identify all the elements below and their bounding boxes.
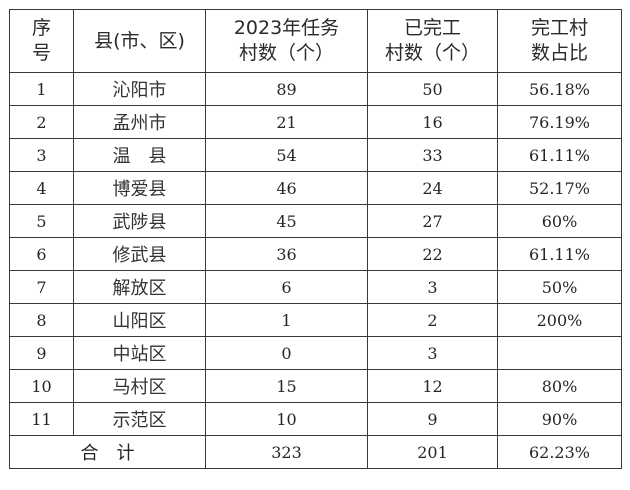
table-row: 5 武陟县 45 27 60%	[9, 204, 622, 238]
cell-county: 中站区	[73, 336, 206, 370]
cell-seq: 8	[9, 303, 74, 337]
cell-county: 沁阳市	[73, 72, 206, 106]
cell-ratio: 61.11%	[497, 237, 622, 271]
total-ratio: 62.23%	[497, 435, 622, 469]
cell-done: 27	[367, 204, 498, 238]
cell-ratio	[497, 336, 622, 370]
table-row: 2 孟州市 21 16 76.19%	[9, 105, 622, 139]
header-seq-line1: 序	[31, 17, 51, 39]
header-ratio-line2: 数占比	[530, 42, 588, 64]
cell-done: 9	[367, 402, 498, 436]
header-done-line2: 村数（个）	[384, 42, 480, 64]
header-seq-line2: 号	[31, 42, 51, 64]
cell-ratio: 200%	[497, 303, 622, 337]
cell-task: 46	[205, 171, 368, 205]
table-row: 10 马村区 15 12 80%	[9, 369, 622, 403]
cell-seq: 11	[9, 402, 74, 436]
cell-task: 6	[205, 270, 368, 304]
cell-seq: 9	[9, 336, 74, 370]
total-label: 合 计	[9, 435, 206, 469]
cell-county: 武陟县	[73, 204, 206, 238]
cell-ratio: 52.17%	[497, 171, 622, 205]
total-done: 201	[367, 435, 498, 469]
cell-county: 修武县	[73, 237, 206, 271]
cell-seq: 6	[9, 237, 74, 271]
cell-task: 0	[205, 336, 368, 370]
cell-ratio: 60%	[497, 204, 622, 238]
cell-county: 解放区	[73, 270, 206, 304]
cell-seq: 3	[9, 138, 74, 172]
cell-seq: 1	[9, 72, 74, 106]
table-row: 7 解放区 6 3 50%	[9, 270, 622, 304]
cell-done: 24	[367, 171, 498, 205]
cell-task: 89	[205, 72, 368, 106]
table-row: 4 博爱县 46 24 52.17%	[9, 171, 622, 205]
cell-done: 12	[367, 369, 498, 403]
total-row: 合 计 323 201 62.23%	[9, 435, 622, 469]
cell-ratio: 90%	[497, 402, 622, 436]
header-county: 县(市、区)	[73, 9, 206, 73]
table-row: 9 中站区 0 3	[9, 336, 622, 370]
cell-done: 50	[367, 72, 498, 106]
header-seq: 序 号	[9, 9, 74, 73]
header-ratio: 完工村 数占比	[497, 9, 622, 73]
cell-done: 16	[367, 105, 498, 139]
header-task-line2: 村数（个）	[238, 42, 334, 64]
cell-task: 1	[205, 303, 368, 337]
cell-seq: 10	[9, 369, 74, 403]
cell-county: 山阳区	[73, 303, 206, 337]
table-row: 3 温 县 54 33 61.11%	[9, 138, 622, 172]
header-task: 2023年任务 村数（个）	[205, 9, 368, 73]
cell-done: 22	[367, 237, 498, 271]
table-container: 序 号 县(市、区) 2023年任务 村数（个） 已完工 村数（个） 完工村 数…	[9, 9, 622, 483]
cell-done: 3	[367, 270, 498, 304]
cell-seq: 2	[9, 105, 74, 139]
cell-task: 15	[205, 369, 368, 403]
cell-ratio: 56.18%	[497, 72, 622, 106]
cell-seq: 7	[9, 270, 74, 304]
cell-task: 10	[205, 402, 368, 436]
cell-county: 温 县	[73, 138, 206, 172]
total-task: 323	[205, 435, 368, 469]
cell-county: 示范区	[73, 402, 206, 436]
table-row: 8 山阳区 1 2 200%	[9, 303, 622, 337]
cell-task: 54	[205, 138, 368, 172]
cell-county: 博爱县	[73, 171, 206, 205]
cell-ratio: 50%	[497, 270, 622, 304]
cell-task: 21	[205, 105, 368, 139]
header-done: 已完工 村数（个）	[367, 9, 498, 73]
cell-done: 3	[367, 336, 498, 370]
header-ratio-line1: 完工村	[530, 17, 588, 39]
cell-ratio: 61.11%	[497, 138, 622, 172]
cell-county: 孟州市	[73, 105, 206, 139]
table-row: 11 示范区 10 9 90%	[9, 402, 622, 436]
cell-task: 45	[205, 204, 368, 238]
table-row: 1 沁阳市 89 50 56.18%	[9, 72, 622, 106]
cell-task: 36	[205, 237, 368, 271]
header-done-line1: 已完工	[403, 17, 461, 39]
completion-table: 序 号 县(市、区) 2023年任务 村数（个） 已完工 村数（个） 完工村 数…	[9, 9, 622, 469]
cell-county: 马村区	[73, 369, 206, 403]
header-row: 序 号 县(市、区) 2023年任务 村数（个） 已完工 村数（个） 完工村 数…	[9, 9, 622, 73]
cell-done: 2	[367, 303, 498, 337]
cell-seq: 4	[9, 171, 74, 205]
cell-ratio: 80%	[497, 369, 622, 403]
cell-seq: 5	[9, 204, 74, 238]
cell-done: 33	[367, 138, 498, 172]
header-task-line1: 2023年任务	[233, 17, 340, 39]
cell-ratio: 76.19%	[497, 105, 622, 139]
table-row: 6 修武县 36 22 61.11%	[9, 237, 622, 271]
